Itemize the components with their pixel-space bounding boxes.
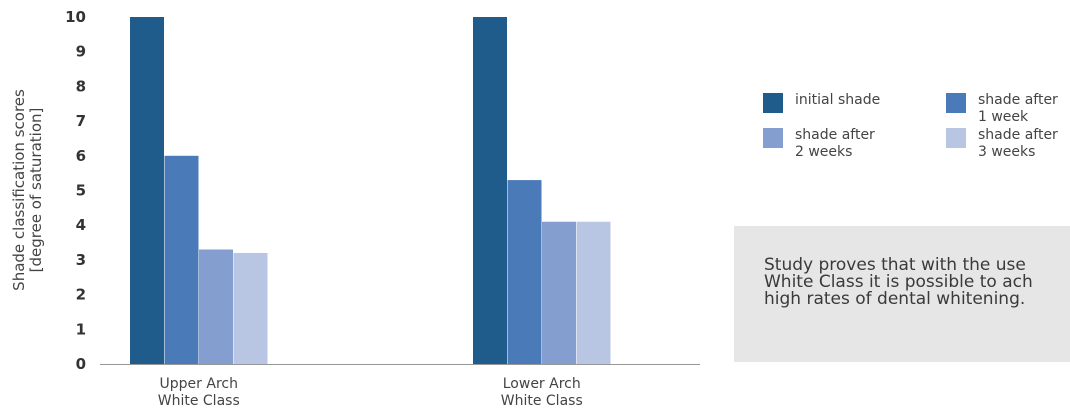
bar-lower-arch-series-1 [507,180,542,364]
y-tick-label: 8 [76,77,86,95]
bar-lower-arch-series-0 [473,17,507,364]
y-tick-label: 9 [76,43,86,61]
y-tick-labels: 0 1 2 3 4 5 6 7 8 9 10 [65,8,86,373]
y-tick-label: 10 [65,8,86,26]
study-note-box: Study proves that with the use White Cla… [734,226,1070,362]
study-note-text: Study proves that with the use White Cla… [764,255,1033,309]
y-tick-label: 2 [76,286,86,304]
x-tick-label-line: White Class [501,393,583,409]
y-tick-label: 4 [76,216,86,234]
y-tick-label: 5 [76,182,86,200]
y-tick-label: 7 [76,112,86,130]
y-tick-label: 0 [76,355,86,373]
bar-upper-arch-series-0 [130,17,164,364]
y-tick-label: 6 [76,147,86,165]
y-tick-label: 3 [76,251,86,269]
bars [130,17,611,364]
y-tick-label: 1 [76,320,86,338]
bar-upper-arch-series-1 [164,155,199,364]
bar-lower-arch-series-2 [542,221,576,364]
x-tick-label: Lower Arch White Class [501,376,583,409]
bar-upper-arch-series-2 [199,249,233,364]
y-axis-title: Shade classification scores[degree of sa… [10,89,45,291]
x-tick-label-line: White Class [158,393,240,409]
y-axis-label: Shade classification scores[degree of sa… [10,89,45,291]
x-tick-label: Upper Arch White Class [158,376,240,409]
y-axis-title-line: [degree of saturation] [27,108,45,273]
x-tick-label-line: Upper Arch [160,376,238,392]
y-axis-title-line: Shade classification scores [10,89,28,291]
bar-upper-arch-series-3 [233,252,268,364]
bar-lower-arch-series-3 [576,221,611,364]
x-tick-label-line: Lower Arch [503,376,581,392]
